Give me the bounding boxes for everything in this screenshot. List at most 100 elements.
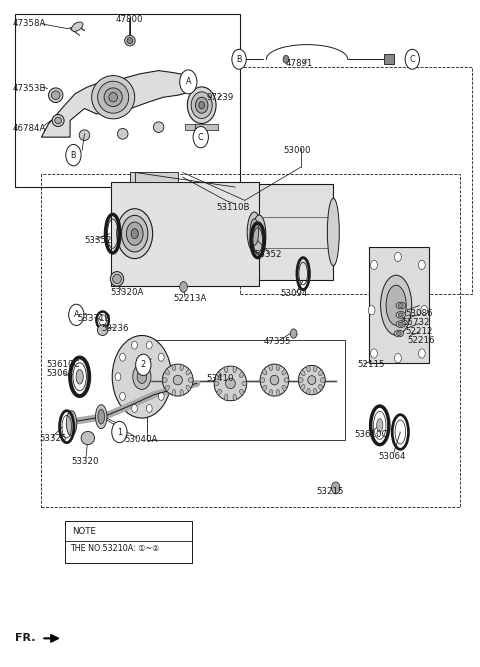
Ellipse shape [96,405,107,429]
Ellipse shape [214,381,219,386]
Ellipse shape [118,129,128,139]
Text: 53110B: 53110B [216,203,250,211]
Ellipse shape [52,115,64,127]
Ellipse shape [276,364,280,371]
Text: 52212: 52212 [405,327,432,336]
Text: 53325: 53325 [39,434,67,443]
Ellipse shape [396,302,406,309]
Ellipse shape [313,366,317,372]
Circle shape [158,354,164,362]
Ellipse shape [276,390,280,396]
Circle shape [193,127,208,148]
Ellipse shape [394,330,404,337]
Ellipse shape [396,321,406,327]
Text: NOTE: NOTE [72,527,96,536]
Ellipse shape [386,285,406,325]
Text: 47335: 47335 [264,337,291,346]
Ellipse shape [319,384,323,390]
Ellipse shape [173,376,182,385]
Bar [15,14,240,187]
Bar [369,247,429,364]
Text: 52216: 52216 [408,336,435,345]
Ellipse shape [188,378,193,382]
Circle shape [419,260,425,269]
Ellipse shape [97,325,108,336]
Ellipse shape [137,370,147,384]
Text: 53610C: 53610C [46,360,80,370]
Ellipse shape [396,331,401,336]
Bar [130,173,178,182]
Ellipse shape [252,215,266,255]
Polygon shape [41,71,192,137]
Ellipse shape [321,378,325,382]
Text: 47800: 47800 [116,15,143,24]
Ellipse shape [282,386,286,391]
Ellipse shape [247,212,262,252]
Text: 55732: 55732 [403,317,430,327]
Text: 47353B: 47353B [12,84,46,93]
Circle shape [158,392,164,400]
Circle shape [112,422,127,443]
Circle shape [120,392,125,400]
Text: 53610C: 53610C [355,430,388,439]
Text: 47891: 47891 [286,59,313,69]
Ellipse shape [269,364,273,371]
Bar [233,54,243,64]
Ellipse shape [154,122,164,133]
Ellipse shape [377,419,383,432]
Text: 53000: 53000 [283,146,311,155]
Circle shape [132,404,137,412]
Ellipse shape [131,229,138,239]
Ellipse shape [263,386,267,391]
Ellipse shape [133,364,151,390]
Circle shape [421,305,428,315]
Ellipse shape [270,376,279,385]
Text: B: B [236,55,242,64]
Ellipse shape [48,88,63,103]
Ellipse shape [308,376,316,384]
Ellipse shape [283,55,289,63]
Text: 53236: 53236 [101,324,129,334]
Text: 53410: 53410 [206,374,234,384]
Text: A: A [73,310,79,319]
Circle shape [136,354,151,376]
Ellipse shape [109,93,118,102]
Circle shape [146,341,152,349]
Circle shape [146,404,152,412]
Bar [147,340,345,440]
Ellipse shape [233,366,237,373]
Ellipse shape [112,336,171,418]
Ellipse shape [300,384,305,390]
Ellipse shape [92,75,135,119]
Circle shape [405,49,420,69]
Ellipse shape [199,101,204,109]
Text: 53064: 53064 [379,452,406,461]
Ellipse shape [162,364,193,396]
Ellipse shape [72,22,83,31]
Circle shape [371,260,377,269]
Text: 53086: 53086 [405,309,432,318]
Text: 47358A: 47358A [12,19,46,29]
Ellipse shape [55,117,61,124]
Text: 53215: 53215 [317,488,344,496]
Ellipse shape [260,364,289,396]
Circle shape [120,354,125,362]
Circle shape [419,349,425,358]
Ellipse shape [180,364,183,371]
Ellipse shape [98,410,105,424]
Text: 97239: 97239 [206,93,234,101]
Ellipse shape [195,97,208,113]
Text: 46784A: 46784A [12,124,46,133]
Ellipse shape [396,311,406,318]
Ellipse shape [214,366,247,401]
Ellipse shape [299,378,303,382]
Ellipse shape [300,370,305,376]
Ellipse shape [398,303,403,307]
Ellipse shape [381,275,412,335]
Text: 52115: 52115 [357,360,385,370]
Ellipse shape [217,390,221,395]
Ellipse shape [224,366,228,373]
Circle shape [115,373,121,381]
Circle shape [395,354,401,363]
Text: 53094: 53094 [281,289,308,298]
